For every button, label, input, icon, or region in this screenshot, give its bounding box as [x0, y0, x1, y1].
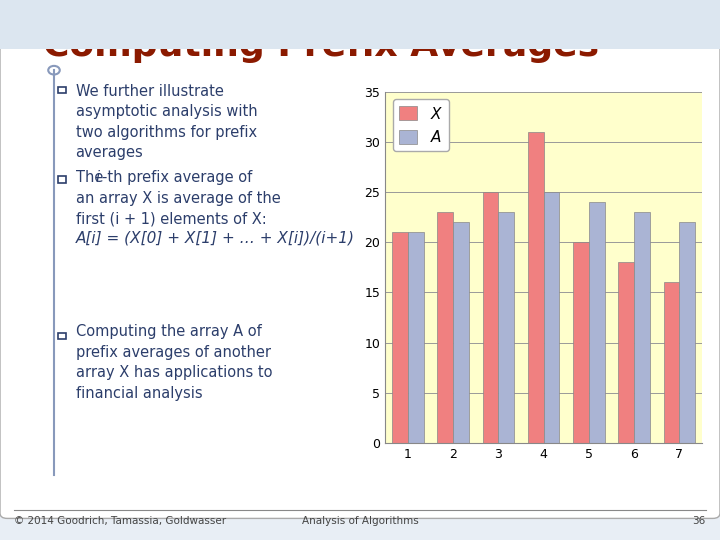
Text: array X has applications to: array X has applications to: [76, 365, 272, 380]
Text: Analysis of Algorithms: Analysis of Algorithms: [302, 516, 418, 526]
Text: -th prefix average of: -th prefix average of: [102, 170, 252, 185]
Text: two algorithms for prefix: two algorithms for prefix: [76, 125, 257, 140]
Bar: [392, 232, 408, 443]
Text: Computing Prefix Averages: Computing Prefix Averages: [43, 29, 599, 63]
Text: © 2014 Goodrich, Tamassia, Goldwasser: © 2014 Goodrich, Tamassia, Goldwasser: [14, 516, 227, 526]
Text: financial analysis: financial analysis: [76, 386, 202, 401]
Bar: [573, 242, 589, 443]
Bar: [589, 202, 605, 443]
Text: i: i: [96, 170, 100, 185]
Text: 36: 36: [693, 516, 706, 526]
Bar: [664, 282, 680, 443]
Bar: [408, 232, 423, 443]
Text: an array X is average of the: an array X is average of the: [76, 191, 280, 206]
Bar: [528, 132, 544, 443]
Bar: [482, 192, 498, 443]
Text: averages: averages: [76, 145, 143, 160]
Text: first (i + 1) elements of X:: first (i + 1) elements of X:: [76, 211, 266, 226]
Text: prefix averages of another: prefix averages of another: [76, 345, 271, 360]
Text: The: The: [76, 170, 107, 185]
Legend: $X$, $A$: $X$, $A$: [393, 99, 449, 151]
Text: Computing the array A of: Computing the array A of: [76, 324, 261, 339]
Bar: [453, 222, 469, 443]
Bar: [544, 192, 559, 443]
Bar: [498, 212, 514, 443]
Bar: [618, 262, 634, 443]
Bar: [680, 222, 696, 443]
Bar: [634, 212, 650, 443]
Text: We further illustrate: We further illustrate: [76, 84, 223, 99]
Text: asymptotic analysis with: asymptotic analysis with: [76, 104, 257, 119]
Bar: [437, 212, 453, 443]
Text: A[i] = (X[0] + X[1] + … + X[i])/(i+1): A[i] = (X[0] + X[1] + … + X[i])/(i+1): [76, 230, 355, 245]
